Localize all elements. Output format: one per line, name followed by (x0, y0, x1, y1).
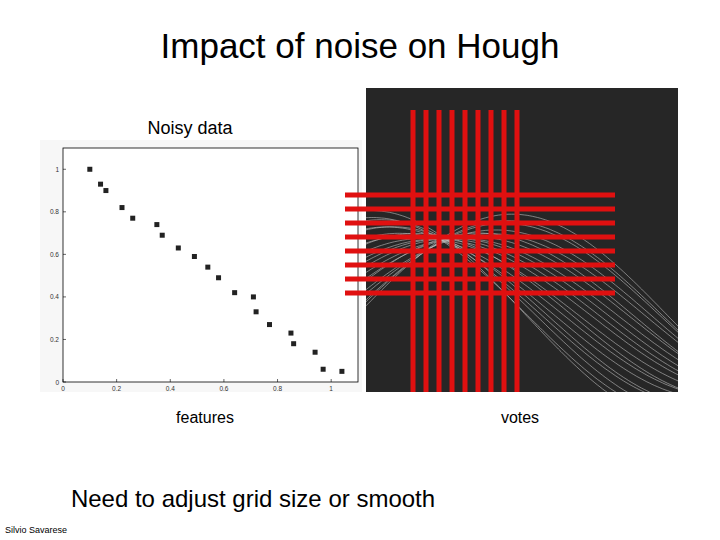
grid-bar (345, 263, 615, 268)
grid-bar (345, 207, 615, 212)
x-tick-label: 0.6 (219, 385, 228, 392)
point (98, 182, 103, 187)
point (103, 188, 108, 193)
plot-background (40, 140, 362, 392)
slide: Impact of noise on Hough Noisy data 0 0.2 0.… (0, 0, 720, 540)
point (251, 294, 256, 299)
x-tick-label: 0.8 (273, 385, 282, 392)
x-tick (63, 379, 64, 382)
point (130, 216, 135, 221)
point (313, 350, 318, 355)
grid-bar (345, 249, 615, 254)
x-tick (223, 379, 224, 382)
point (192, 254, 197, 259)
point (120, 205, 125, 210)
x-tick-label: 0.2 (112, 385, 121, 392)
y-tick (63, 211, 66, 212)
grid-bar (345, 291, 615, 296)
grid-bar (345, 277, 615, 282)
x-tick (277, 379, 278, 382)
point (216, 275, 221, 280)
points (87, 167, 344, 374)
y-tick-label: 0.8 (50, 208, 59, 215)
point (288, 331, 293, 336)
slide-title: Impact of noise on Hough (161, 26, 560, 65)
background (0, 0, 720, 540)
x-axis-label: features (176, 409, 234, 426)
point (176, 245, 181, 250)
chart-title: Noisy data (147, 118, 233, 138)
y-tick-label: 0.4 (50, 293, 59, 300)
y-tick (63, 254, 66, 255)
point (205, 265, 210, 270)
point (267, 322, 272, 327)
x-tick (331, 379, 332, 382)
credit: Silvio Savarese (5, 525, 67, 535)
point (87, 167, 92, 172)
point (291, 341, 296, 346)
y-tick (63, 169, 66, 170)
y-tick-label: 0.2 (50, 336, 59, 343)
accumulator-grid (345, 110, 615, 392)
x-tick-label: 1 (329, 385, 333, 392)
point (160, 233, 165, 238)
votes-panel (366, 88, 678, 392)
x-tick-label: 0.4 (166, 385, 175, 392)
x-tick-label: 0 (61, 385, 65, 392)
grid-bar (345, 221, 615, 226)
y-tick-label: 0.6 (50, 251, 59, 258)
x-tick (170, 379, 171, 382)
point (254, 309, 259, 314)
point (232, 290, 237, 295)
grid-bar (345, 193, 615, 198)
point (339, 369, 344, 374)
caption: Need to adjust grid size or smooth (71, 485, 435, 512)
plot-frame (63, 148, 358, 382)
votes-label: votes (501, 409, 539, 426)
point (321, 367, 326, 372)
y-tick (63, 382, 66, 383)
point (154, 222, 159, 227)
y-tick (63, 339, 66, 340)
y-tick (63, 296, 66, 297)
y-tick-label: 1 (55, 166, 59, 173)
y-tick-label: 0 (55, 379, 59, 386)
grid-bar (345, 235, 615, 240)
x-tick (116, 379, 117, 382)
